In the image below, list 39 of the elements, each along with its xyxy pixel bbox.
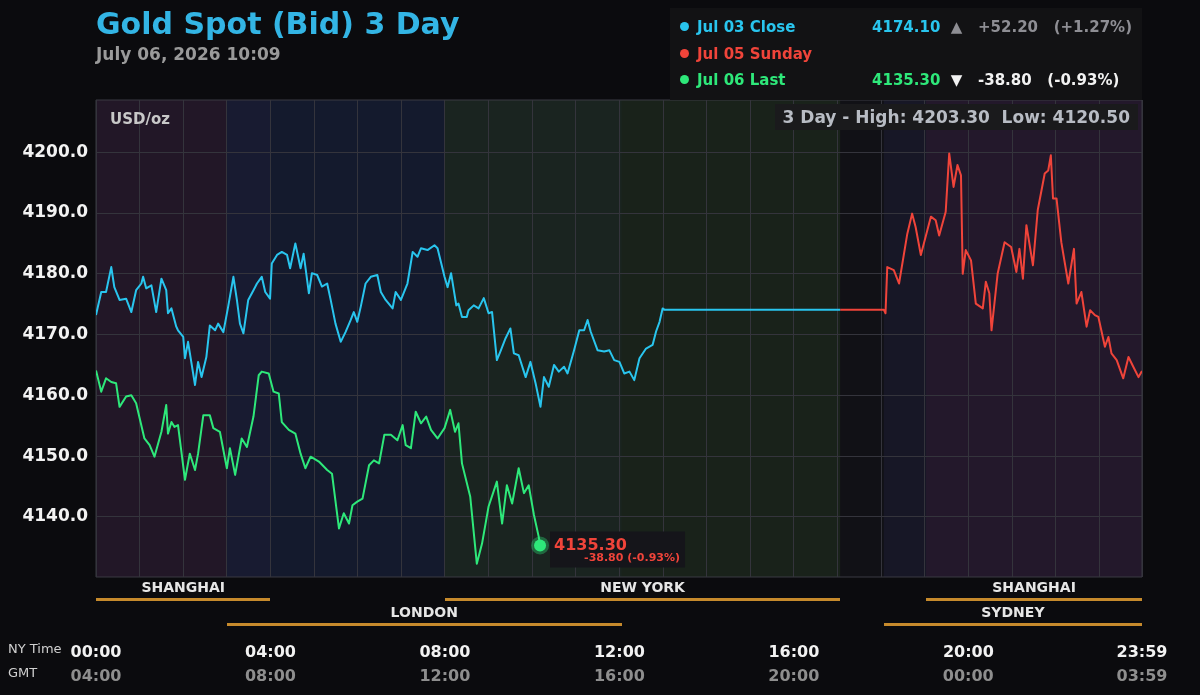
x2-tick-label: 16:00 (593, 665, 645, 685)
annotation: -38.80 (-0.93%) (584, 551, 681, 565)
y-tick-label: 4170.0 (22, 322, 89, 343)
y-tick-label: 4140.0 (22, 505, 89, 526)
x-tick-label: 04:00 (245, 641, 296, 661)
x-tick-label: 00:00 (70, 641, 122, 661)
x2-tick-label: 03:59 (1116, 665, 1168, 685)
band-label: SHANGHAI (141, 578, 226, 595)
band-label: SYDNEY (981, 603, 1046, 620)
x2-tick-label: 20:00 (768, 665, 820, 685)
x2-tick-label: 00:00 (942, 665, 994, 685)
text: 4174.10 ▲ +52.20 (+1.27%) (872, 18, 1132, 36)
chart-subtitle: July 06, 2026 10:09 (96, 44, 281, 64)
legend-label: Jul 06 Last (697, 70, 787, 91)
band-label: SHANGHAI (992, 578, 1076, 595)
y-tick-label: 4150.0 (22, 444, 89, 465)
x2-tick-label: 04:00 (70, 665, 122, 685)
band-label: NEW YORK (600, 578, 687, 595)
legend-label: Jul 03 Close (697, 17, 797, 38)
x-tick-label: 20:00 (942, 641, 994, 661)
annotation: 3 Day - High: 4203.30 Low: 4120.50 (774, 104, 1138, 130)
y-tick-label: 4180.0 (22, 262, 89, 283)
x-tick-label: 08:00 (419, 641, 471, 661)
text: 4135.30 ▼ -38.80 (-0.93%) (872, 71, 1120, 89)
x2-axis-title: GMT (8, 665, 38, 681)
legend-label: Jul 05 Sunday (697, 43, 814, 65)
annotation: 4135.30 (554, 534, 627, 554)
y-tick-label: 4200.0 (22, 140, 89, 161)
y-axis-title: USD/oz (110, 110, 170, 128)
x2-tick-label: 12:00 (419, 665, 471, 685)
x2-tick-label: 08:00 (244, 665, 296, 685)
x-axis-title: NY Time (8, 641, 62, 657)
y-tick-label: 4190.0 (22, 201, 89, 222)
chart-title: Gold Spot (Bid) 3 Day (96, 6, 460, 41)
x-tick-label: 23:59 (1116, 641, 1168, 661)
x-tick-label: 16:00 (768, 641, 820, 661)
x-tick-label: 12:00 (593, 641, 645, 661)
band-label: LONDON (390, 603, 458, 620)
y-tick-label: 4160.0 (22, 383, 89, 404)
